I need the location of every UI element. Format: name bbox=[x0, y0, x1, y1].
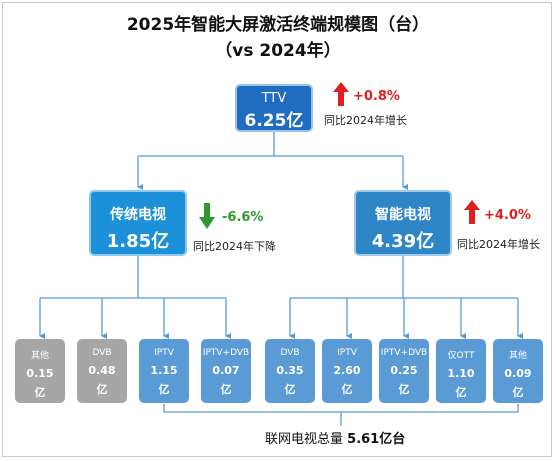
ttv-node-value: 6.25亿 bbox=[244, 111, 304, 131]
leaf-unit: 亿 bbox=[398, 383, 410, 396]
leaf-label: 其他 bbox=[508, 351, 527, 361]
leaf-unit: 亿 bbox=[284, 383, 296, 396]
diagram-title: 2025年智能大屏激活终端规模图（台） bbox=[126, 15, 430, 35]
leaf-label: IPTV+DVB bbox=[202, 348, 250, 358]
leaf-label: 仅OTT bbox=[447, 351, 475, 361]
leaf-unit: 亿 bbox=[34, 386, 46, 399]
leaf-label: DVB bbox=[280, 348, 300, 358]
down-arrow-icon bbox=[199, 203, 215, 229]
leaf-unit: 亿 bbox=[512, 386, 524, 399]
leaf-value: 0.35 bbox=[276, 364, 304, 377]
leaf-unit: 亿 bbox=[341, 383, 353, 396]
leaf-value: 0.48 bbox=[88, 364, 116, 377]
ttv-change: +0.8% bbox=[353, 89, 400, 104]
traditional-tv-node: 传统电视 1.85亿 bbox=[89, 190, 187, 256]
smart-tv-label: 智能电视 bbox=[375, 207, 431, 223]
ttv-change-note: 同比2024年增长 bbox=[324, 114, 407, 127]
leaf-unit: 亿 bbox=[455, 386, 467, 399]
diagram-subtitle: （vs 2024年） bbox=[215, 41, 341, 61]
leaf-value: 0.15 bbox=[26, 367, 54, 380]
leaf-node: DVB 0.48 亿 bbox=[77, 339, 127, 403]
traditional-tv-change: -6.6% bbox=[222, 210, 264, 225]
up-arrow-icon bbox=[333, 82, 349, 106]
leaf-node: IPTV 2.60 亿 bbox=[322, 339, 372, 403]
smart-tv-node: 智能电视 4.39亿 bbox=[354, 190, 452, 256]
leaf-node: 其他 0.09 亿 bbox=[493, 339, 543, 403]
leaf-value: 1.10 bbox=[447, 367, 475, 380]
leaf-value: 2.60 bbox=[333, 364, 361, 377]
traditional-tv-label: 传统电视 bbox=[110, 207, 166, 223]
up-arrow-icon bbox=[464, 200, 480, 224]
leaf-label: IPTV bbox=[154, 348, 174, 358]
smart-tv-change-note: 同比2024年增长 bbox=[457, 238, 540, 251]
networked-tv-total-value: 5.61亿台 bbox=[347, 432, 406, 447]
leaf-value: 1.15 bbox=[150, 364, 178, 377]
leaf-label: DVB bbox=[92, 348, 112, 358]
leaf-unit: 亿 bbox=[220, 383, 232, 396]
ttv-node-label: TTV bbox=[261, 91, 287, 106]
leaf-label: 其他 bbox=[30, 351, 49, 361]
leaf-label: IPTV bbox=[337, 348, 357, 358]
smart-tv-value: 4.39亿 bbox=[371, 231, 435, 252]
networked-tv-total-label: 联网电视总量 bbox=[265, 432, 344, 447]
ttv-node: TTV 6.25亿 bbox=[235, 84, 313, 132]
leaf-value: 0.25 bbox=[390, 364, 418, 377]
diagram-frame bbox=[2, 2, 552, 457]
leaf-label: IPTV+DVB bbox=[380, 348, 428, 358]
leaf-value: 0.07 bbox=[212, 364, 240, 377]
networked-tv-total: 联网电视总量 5.61亿台 bbox=[265, 428, 405, 447]
leaf-node: IPTV+DVB 0.25 亿 bbox=[379, 339, 429, 403]
leaf-node: IPTV+DVB 0.07 亿 bbox=[201, 339, 251, 403]
leaf-node: 其他 0.15 亿 bbox=[15, 339, 65, 403]
leaf-node: DVB 0.35 亿 bbox=[265, 339, 315, 403]
traditional-tv-value: 1.85亿 bbox=[106, 231, 170, 252]
leaf-unit: 亿 bbox=[158, 383, 170, 396]
leaf-node: 仅OTT 1.10 亿 bbox=[436, 339, 486, 403]
leaf-unit: 亿 bbox=[96, 383, 108, 396]
traditional-tv-change-note: 同比2024年下降 bbox=[193, 240, 276, 253]
leaf-value: 0.09 bbox=[504, 367, 532, 380]
smart-tv-change: +4.0% bbox=[484, 208, 531, 223]
leaf-node: IPTV 1.15 亿 bbox=[139, 339, 189, 403]
